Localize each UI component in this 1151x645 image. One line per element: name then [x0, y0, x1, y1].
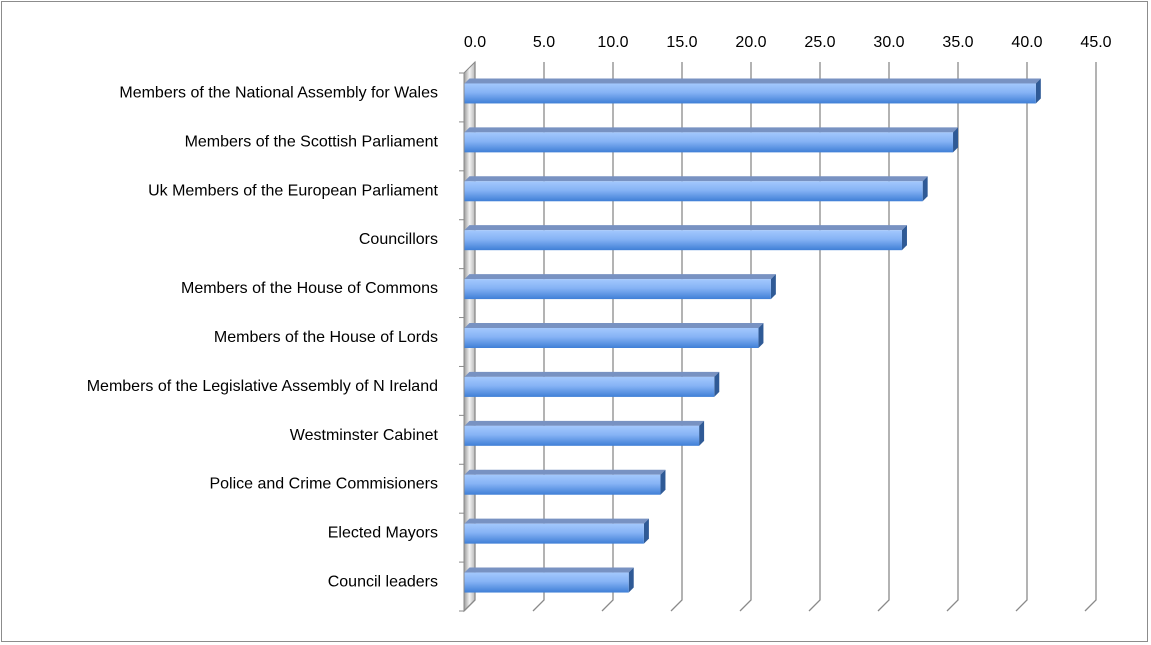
x-tick-label: 5.0 [533, 34, 555, 51]
bar-front-face [464, 474, 661, 495]
bar-top-face [464, 176, 928, 182]
bar-side-face [643, 518, 649, 544]
bar-side-face [758, 323, 764, 348]
bar-side-face [1035, 78, 1041, 104]
bar-front-face [464, 376, 715, 397]
bar-front-face [464, 83, 1036, 104]
bar-front-face [464, 230, 902, 251]
bar-top-face [464, 127, 959, 133]
x-tick-label: 0.0 [464, 34, 486, 51]
bar [464, 518, 649, 544]
bar [464, 176, 928, 202]
bar-side-face [660, 469, 666, 495]
bar-top-face [464, 420, 705, 426]
bar [464, 420, 705, 446]
bar [464, 225, 907, 251]
bar [464, 274, 776, 300]
gridline [1015, 62, 1028, 612]
bar-top-face [464, 567, 634, 573]
x-tick-label: 15.0 [666, 34, 697, 51]
category-label: Councillors [359, 231, 438, 248]
bar-front-face [464, 279, 771, 300]
bar [464, 127, 959, 153]
bar-top-face [464, 323, 764, 328]
bar-side-face [628, 567, 634, 593]
gridline [1084, 62, 1097, 612]
bar [464, 469, 666, 495]
y-axis-category-labels: Members of the National Assembly for Wal… [87, 84, 439, 590]
category-label: Members of the House of Lords [214, 329, 438, 346]
bar-top-face [464, 371, 720, 377]
x-tick-label: 25.0 [804, 34, 835, 51]
bars [464, 78, 1041, 593]
bar-side-face [699, 420, 705, 446]
bar-side-face [714, 371, 720, 397]
x-tick-label: 20.0 [735, 34, 766, 51]
category-label: Council leaders [328, 574, 438, 591]
x-tick-label: 35.0 [942, 34, 973, 51]
bar [464, 371, 720, 397]
bar-side-face [922, 176, 928, 202]
bar-front-face [464, 572, 629, 593]
category-label: Uk Members of the European Parliament [148, 182, 438, 199]
category-label: Westminster Cabinet [290, 427, 439, 444]
bar-side-face [953, 127, 959, 153]
bar-front-face [464, 132, 954, 153]
bar-side-face [901, 225, 907, 251]
bar-top-face [464, 225, 907, 231]
bar [464, 323, 764, 348]
bar-front-face [464, 181, 923, 202]
bar [464, 567, 634, 593]
x-tick-label: 30.0 [873, 34, 904, 51]
bar [464, 78, 1041, 104]
category-label: Police and Crime Commisioners [209, 476, 438, 493]
bar-top-face [464, 78, 1041, 84]
category-label: Members of the Legislative Assembly of N… [87, 378, 438, 395]
x-tick-label: 40.0 [1011, 34, 1042, 51]
bar-top-face [464, 469, 666, 475]
bar-top-face [464, 274, 776, 280]
bar-side-face [770, 274, 776, 300]
x-axis-tick-labels: 0.0 5.0 10.0 15.0 20.0 25.0 30.0 35.0 40.0 45.0 [464, 34, 1112, 51]
bar-front-face [464, 328, 759, 348]
category-label: Members of the National Assembly for Wal… [119, 84, 438, 101]
x-tick-label: 10.0 [597, 34, 628, 51]
category-label: Elected Mayors [328, 525, 438, 542]
category-label: Members of the House of Commons [181, 280, 438, 297]
bar-top-face [464, 518, 649, 524]
x-tick-label: 45.0 [1080, 34, 1111, 51]
bar-front-face [464, 523, 644, 544]
gridline [946, 62, 959, 612]
bar-front-face [464, 425, 700, 446]
category-label: Members of the Scottish Parliament [185, 133, 439, 150]
